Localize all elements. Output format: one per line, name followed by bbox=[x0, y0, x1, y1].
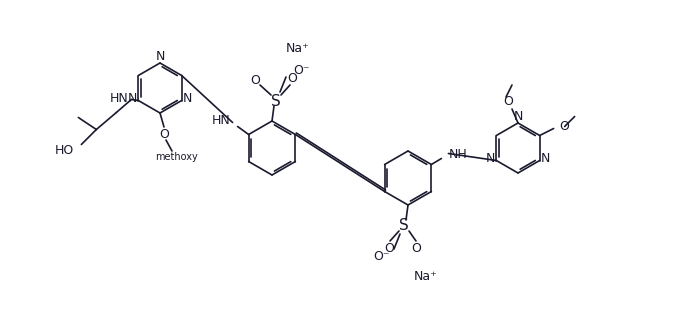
Text: O: O bbox=[503, 95, 513, 109]
Text: Na⁺: Na⁺ bbox=[414, 271, 438, 283]
Text: HO: HO bbox=[55, 144, 74, 157]
Text: O: O bbox=[384, 242, 394, 254]
Text: NH: NH bbox=[449, 148, 467, 161]
Text: HN: HN bbox=[212, 114, 230, 127]
Text: O⁻: O⁻ bbox=[374, 249, 390, 262]
Text: S: S bbox=[271, 93, 281, 109]
Text: methoxy: methoxy bbox=[155, 152, 197, 162]
Text: N: N bbox=[486, 152, 495, 165]
Text: N: N bbox=[155, 50, 164, 63]
Text: N: N bbox=[541, 152, 550, 165]
Text: Na⁺: Na⁺ bbox=[286, 43, 310, 55]
Text: N: N bbox=[183, 92, 193, 105]
Text: N: N bbox=[513, 111, 523, 123]
Text: S: S bbox=[399, 217, 409, 233]
Text: O: O bbox=[159, 127, 169, 141]
Text: O⁻: O⁻ bbox=[293, 64, 309, 78]
Text: O: O bbox=[287, 72, 297, 84]
Text: HN: HN bbox=[110, 92, 128, 105]
Text: O: O bbox=[411, 242, 421, 254]
Text: O: O bbox=[560, 120, 570, 133]
Text: O: O bbox=[250, 74, 260, 86]
Text: N: N bbox=[127, 92, 137, 105]
